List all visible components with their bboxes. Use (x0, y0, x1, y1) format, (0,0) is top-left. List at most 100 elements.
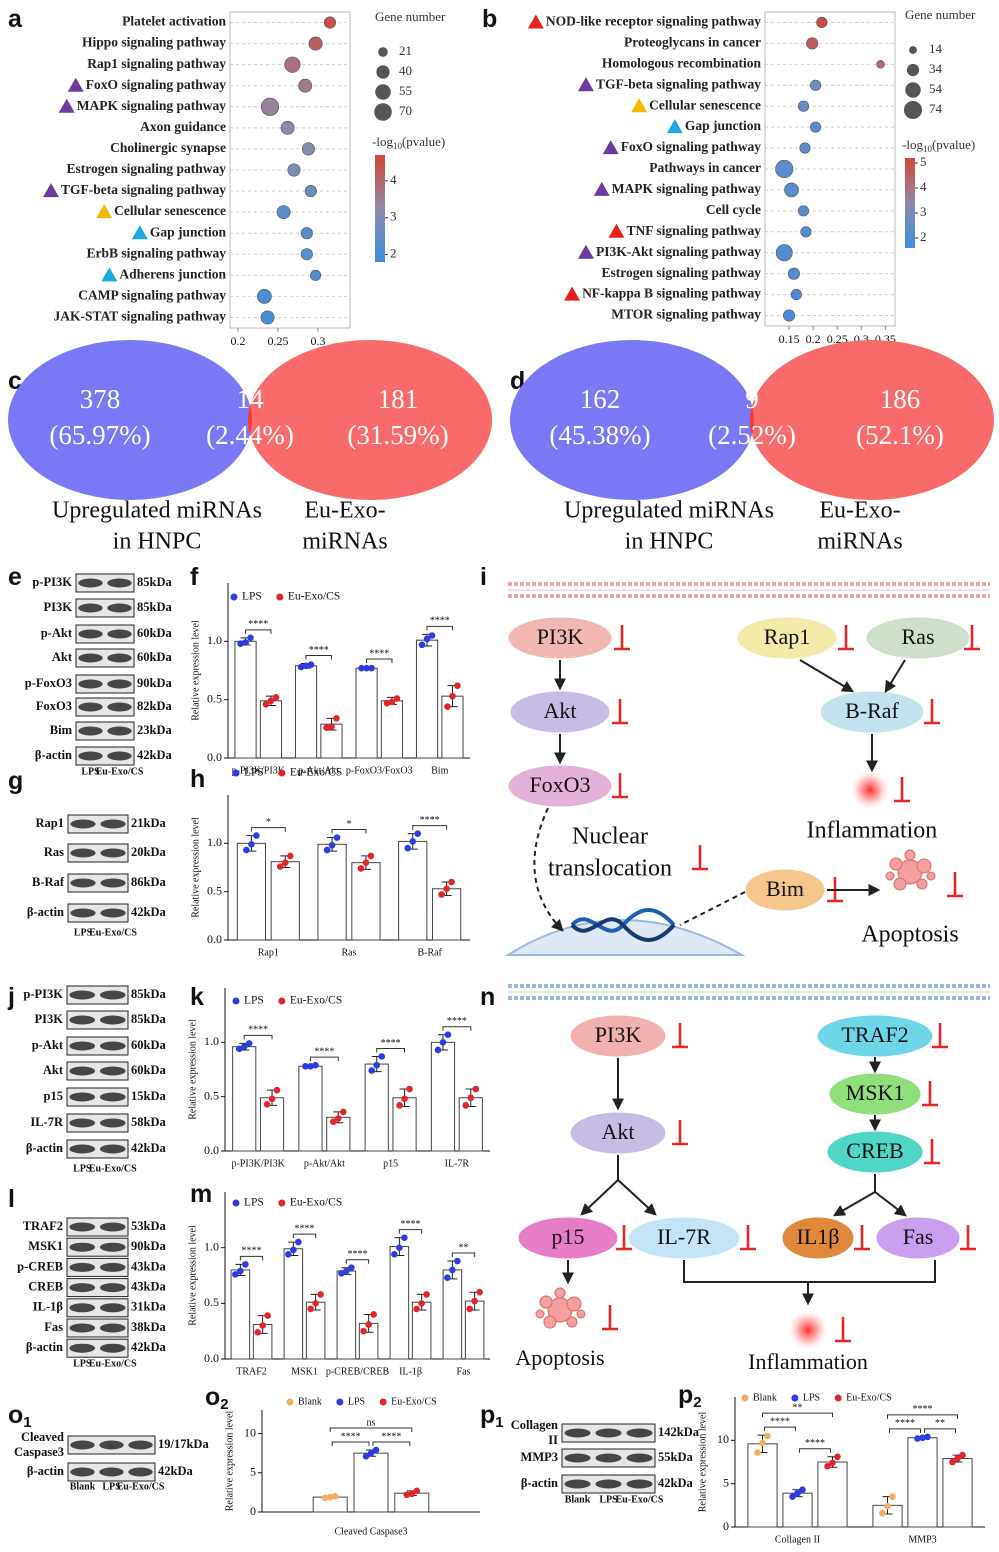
bubble (304, 185, 317, 198)
apoptosis-icon (566, 1296, 582, 1312)
blot-band (69, 1303, 96, 1313)
colorbar-label: 4 (390, 172, 397, 187)
blot-band (107, 603, 132, 613)
data-point (334, 1115, 342, 1122)
blot-band (78, 629, 103, 639)
data-point (834, 1453, 841, 1461)
pathway-marker (631, 98, 648, 113)
x-tick-label: p-Akt/Akt (304, 1158, 345, 1169)
inhibition-mark (838, 625, 854, 651)
significance-bracket (924, 1428, 956, 1433)
legend-label: Eu-Exo/CS (846, 1392, 892, 1403)
bar (442, 1269, 463, 1360)
blot-band (626, 1428, 653, 1438)
blot-band (100, 848, 126, 858)
panel-letter-text: h (190, 765, 205, 793)
panel-letter: h (190, 765, 205, 793)
band-size: 23kDa (137, 723, 172, 737)
data-point (368, 1067, 376, 1074)
node (781, 1216, 855, 1260)
link (683, 1260, 936, 1283)
blot-label: PI3K (35, 1012, 64, 1026)
significance-label: **** (381, 1431, 401, 1442)
blot-label: β-actin (27, 905, 64, 919)
data-point (297, 663, 305, 671)
data-point (286, 852, 294, 860)
pathway-marker (593, 181, 610, 196)
significance-bracket (799, 1448, 831, 1453)
band-size: 31kDa (131, 1300, 166, 1314)
bar (270, 861, 300, 941)
x-tick-label: Bim (431, 765, 448, 776)
node-label: Akt (602, 1119, 635, 1144)
blot-label: p-PI3K (23, 987, 63, 1001)
blot-label: p-CREB (17, 1259, 63, 1273)
y-tick-label: 0.0 (207, 932, 222, 946)
data-point (237, 640, 244, 647)
lane-label: Blank (565, 1494, 591, 1505)
bar (294, 665, 318, 759)
legend-dot (286, 1398, 294, 1406)
pathway-marker (96, 204, 113, 219)
bubble (310, 269, 322, 281)
significance-label: ** (459, 1242, 469, 1253)
lane-label: LPS (599, 1494, 618, 1505)
x-tick-label: 0.15 (779, 332, 800, 346)
bubble (806, 37, 819, 50)
blot-band (99, 1144, 126, 1154)
panel-letter: l (8, 1185, 15, 1213)
legend-label: LPS (242, 591, 262, 603)
data-point (323, 724, 330, 731)
outcome-label: Apoptosis (861, 922, 958, 948)
size-legend-title: Gene number (905, 7, 976, 22)
data-point (373, 1061, 381, 1069)
bar (415, 639, 439, 759)
y-tick-label: 1.0 (207, 835, 222, 849)
panel-letter-text: e (8, 563, 22, 591)
node (744, 868, 826, 912)
band-size: 21kDa (131, 816, 166, 830)
apoptosis-icon (916, 858, 932, 874)
legend-label: LPS (244, 767, 264, 779)
inhibition-mark (924, 1139, 940, 1165)
blot-label: Bim (50, 723, 73, 737)
data-point (428, 632, 436, 639)
lane-label: LPS (73, 1163, 92, 1174)
band-size: 43kDa (131, 1279, 166, 1293)
significance-bracket (889, 1428, 921, 1433)
apoptosis-icon (904, 849, 916, 861)
x-tick-label: B-Raf (417, 947, 442, 958)
category-label: JAK-STAT signaling pathway (53, 309, 226, 324)
category-label: Adherens junction (119, 266, 226, 281)
y-tick-label: 0.5 (207, 883, 222, 897)
pathway-marker (564, 286, 581, 301)
legend-dot (232, 769, 240, 777)
bar (236, 842, 267, 941)
band-size: 60kDa (131, 1038, 166, 1052)
data-point (418, 1300, 425, 1307)
colorbar-label: 4 (920, 179, 927, 194)
category-label: TGF-beta signaling pathway (61, 182, 226, 197)
panel-letter: n (480, 983, 495, 1011)
venn-set (510, 340, 754, 500)
blot-label: β-actin (26, 1340, 63, 1354)
lane-label: Eu-Exo/CS (616, 1494, 664, 1505)
band-size: 82kDa (137, 699, 172, 713)
category-label: Gap junction (685, 118, 762, 133)
data-point (329, 1118, 337, 1125)
significance-bracket (305, 655, 332, 660)
significance-label: **** (369, 648, 389, 659)
node-label: Ras (902, 624, 935, 649)
set-label: miRNAs (817, 529, 902, 555)
blot-label: IL-1β (33, 1300, 64, 1314)
title-part: -log (372, 134, 393, 149)
significance-label: **** (895, 1418, 915, 1429)
bubble (260, 310, 275, 325)
y-axis-label: Relative expression level (187, 1019, 198, 1120)
size-legend-title: Gene number (375, 9, 446, 24)
data-point (358, 664, 365, 672)
set-label: Upregulated miRNAs (52, 498, 262, 524)
venn-percentage: (2.44%) (206, 420, 294, 450)
bubble (276, 205, 291, 220)
data-point (889, 1493, 896, 1500)
